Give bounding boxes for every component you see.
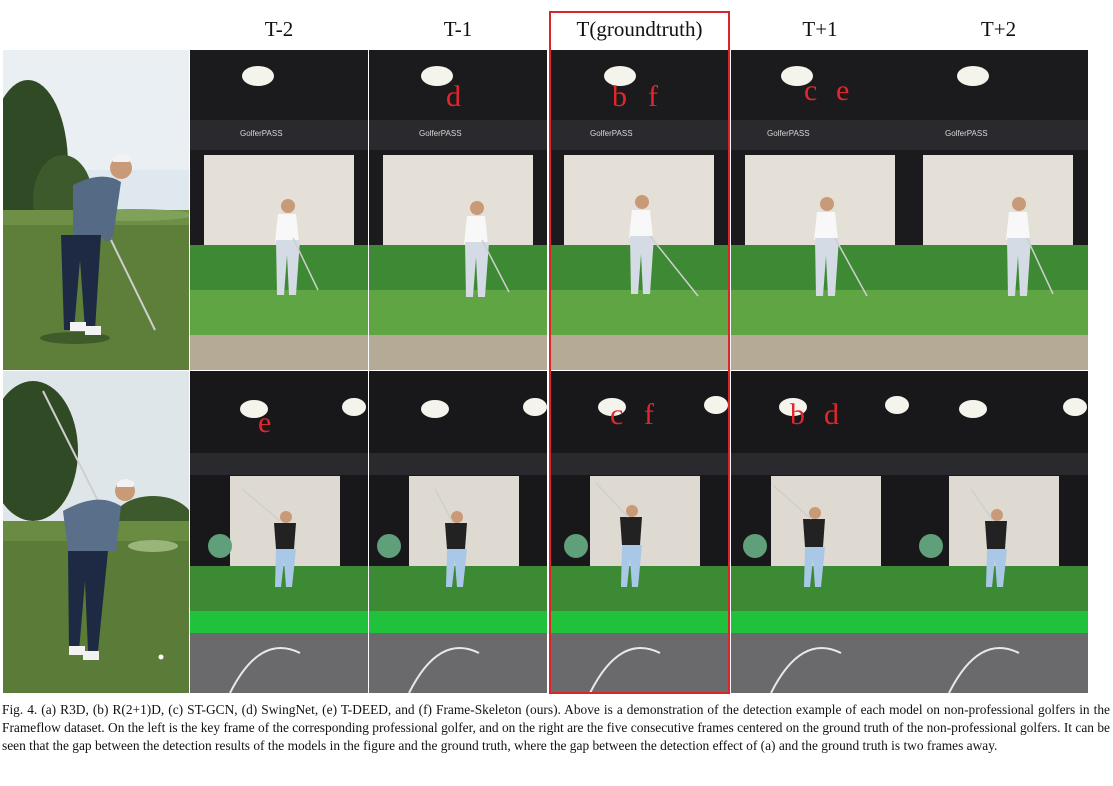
- column-header-ground-truth: T(groundtruth): [576, 17, 703, 41]
- frame-row2-ground-truth: [550, 371, 729, 693]
- frame-row1-t-plus-2: GolferPASS: [909, 50, 1088, 370]
- detection-mark-row1-b: b: [612, 80, 627, 113]
- detection-mark-row1-f: f: [648, 80, 658, 113]
- svg-text:GolferPASS: GolferPASS: [767, 129, 810, 138]
- frame-row1-t-minus-1: GolferPASS: [369, 50, 547, 370]
- column-header-t-plus-2: T+2: [980, 17, 1017, 41]
- detection-mark-row2-d: d: [824, 398, 839, 431]
- svg-text:GolferPASS: GolferPASS: [240, 129, 283, 138]
- column-header-t-minus-2: T-2: [264, 17, 294, 41]
- detection-mark-row2-c: c: [610, 398, 624, 431]
- frame-row2-t-plus-2: [909, 371, 1088, 693]
- detection-mark-row2-b: b: [790, 398, 805, 431]
- svg-text:GolferPASS: GolferPASS: [590, 129, 633, 138]
- frame-row2-t-plus-1: [731, 371, 909, 693]
- column-header-t-plus-1: T+1: [802, 17, 838, 41]
- detection-mark-row1-d: d: [446, 80, 461, 113]
- frame-row1-ground-truth: GolferPASS: [550, 50, 729, 370]
- detection-mark-row1-e: e: [836, 74, 850, 107]
- figure-caption: Fig. 4. (a) R3D, (b) R(2+1)D, (c) ST-GCN…: [2, 702, 1110, 753]
- pro-golfer-key-frame-backswing: [3, 371, 189, 693]
- detection-mark-row2-f: f: [644, 398, 654, 431]
- detection-mark-row2-e: e: [258, 406, 272, 439]
- svg-text:GolferPASS: GolferPASS: [419, 129, 462, 138]
- pro-golfer-key-frame-address: [3, 50, 189, 370]
- frame-row2-t-minus-2: [190, 371, 368, 693]
- frame-row2-t-minus-1: [369, 371, 547, 693]
- svg-text:GolferPASS: GolferPASS: [945, 129, 988, 138]
- frame-row1-t-minus-2: GolferPASS: [190, 50, 368, 370]
- detection-mark-row1-c: c: [804, 74, 818, 107]
- frame-row1-t-plus-1: GolferPASS: [731, 50, 909, 370]
- column-header-t-minus-1: T-1: [443, 17, 473, 41]
